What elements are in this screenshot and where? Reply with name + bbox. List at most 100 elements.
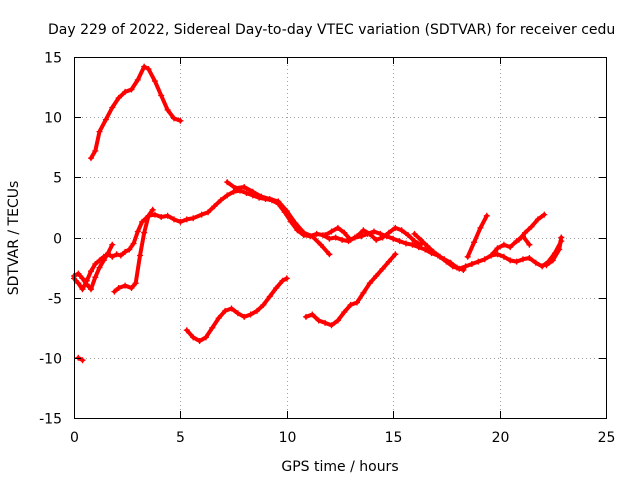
data-point xyxy=(88,286,94,293)
data-point xyxy=(88,268,94,275)
y-tick-label: -10 xyxy=(39,352,62,368)
data-point xyxy=(283,275,290,282)
data-point xyxy=(158,92,165,99)
axis-ticks: 0 5 10 15 20 25 -15 -10 -5 0 5 10 15 xyxy=(39,51,615,447)
data-point xyxy=(309,311,316,318)
data-point xyxy=(132,280,139,287)
series-line xyxy=(184,276,289,343)
data-point xyxy=(456,265,463,272)
data-point xyxy=(241,313,248,320)
data-point xyxy=(373,273,380,279)
series-arc-06 xyxy=(183,275,290,344)
data-point xyxy=(385,229,392,236)
data-point xyxy=(102,116,109,123)
data-point xyxy=(347,236,354,243)
series-arc-11 xyxy=(464,212,490,260)
data-point xyxy=(334,317,341,324)
x-tick-label: 15 xyxy=(385,430,403,446)
data-point xyxy=(177,117,184,124)
data-point xyxy=(475,258,482,265)
data-point xyxy=(341,309,348,316)
data-point xyxy=(209,324,216,331)
data-point xyxy=(228,305,235,312)
data-point xyxy=(75,270,82,277)
data-point xyxy=(249,188,256,195)
data-point xyxy=(171,115,177,122)
data-point xyxy=(500,241,507,248)
data-point xyxy=(190,334,197,341)
data-point xyxy=(366,230,373,237)
data-point xyxy=(224,179,231,186)
data-point xyxy=(494,245,501,252)
data-point xyxy=(526,241,533,248)
data-point xyxy=(109,241,116,248)
y-tick-label: -5 xyxy=(48,292,62,308)
data-point xyxy=(105,250,111,257)
data-point xyxy=(260,301,267,308)
data-series xyxy=(71,63,565,364)
data-point xyxy=(515,236,522,243)
data-point xyxy=(409,241,416,248)
data-point xyxy=(403,240,409,247)
data-point xyxy=(513,258,520,265)
data-point xyxy=(109,104,116,111)
data-point xyxy=(477,224,484,231)
data-point xyxy=(96,264,103,271)
data-point xyxy=(371,228,377,235)
data-point xyxy=(300,229,307,236)
data-point xyxy=(234,310,241,317)
series-arc-08 xyxy=(303,251,399,329)
data-point xyxy=(549,257,556,264)
data-point xyxy=(532,259,539,266)
series-line xyxy=(89,64,183,161)
data-point xyxy=(145,212,152,219)
data-point xyxy=(520,256,526,263)
data-point xyxy=(183,327,190,334)
data-point xyxy=(247,311,254,318)
data-point xyxy=(494,251,501,258)
series-line xyxy=(112,207,155,294)
data-point xyxy=(88,155,94,162)
data-point xyxy=(398,227,405,234)
data-point xyxy=(283,208,290,214)
data-point xyxy=(526,255,533,261)
data-point xyxy=(96,128,103,135)
data-point xyxy=(468,261,475,267)
series-line xyxy=(323,225,423,247)
data-point xyxy=(528,223,535,230)
data-point xyxy=(183,216,190,223)
series-arc-02 xyxy=(71,187,467,293)
data-point xyxy=(462,263,469,270)
data-point xyxy=(202,334,209,341)
series-arc-09 xyxy=(322,224,424,248)
data-point xyxy=(464,253,471,260)
data-point xyxy=(266,196,273,202)
data-point xyxy=(164,212,171,219)
data-point xyxy=(158,214,165,220)
data-point xyxy=(164,106,171,113)
data-point xyxy=(266,293,273,300)
data-point xyxy=(241,184,248,190)
data-point xyxy=(334,224,341,231)
x-tick-label: 0 xyxy=(70,430,79,446)
data-point xyxy=(92,147,99,154)
data-point xyxy=(422,246,429,253)
data-point xyxy=(360,227,367,234)
data-point xyxy=(339,236,346,243)
data-point xyxy=(232,185,239,192)
data-point xyxy=(243,190,250,196)
data-point xyxy=(543,262,550,269)
data-point xyxy=(534,216,541,223)
data-point xyxy=(122,88,129,95)
data-point xyxy=(117,252,124,259)
data-point xyxy=(128,285,135,291)
x-tick-label: 10 xyxy=(279,430,297,446)
data-point xyxy=(424,242,431,249)
data-point xyxy=(126,246,133,253)
data-point xyxy=(171,216,177,223)
x-axis-label: GPS time / hours xyxy=(281,459,398,475)
data-point xyxy=(328,322,335,329)
data-point xyxy=(313,230,320,237)
series-arc-14 xyxy=(543,234,565,269)
